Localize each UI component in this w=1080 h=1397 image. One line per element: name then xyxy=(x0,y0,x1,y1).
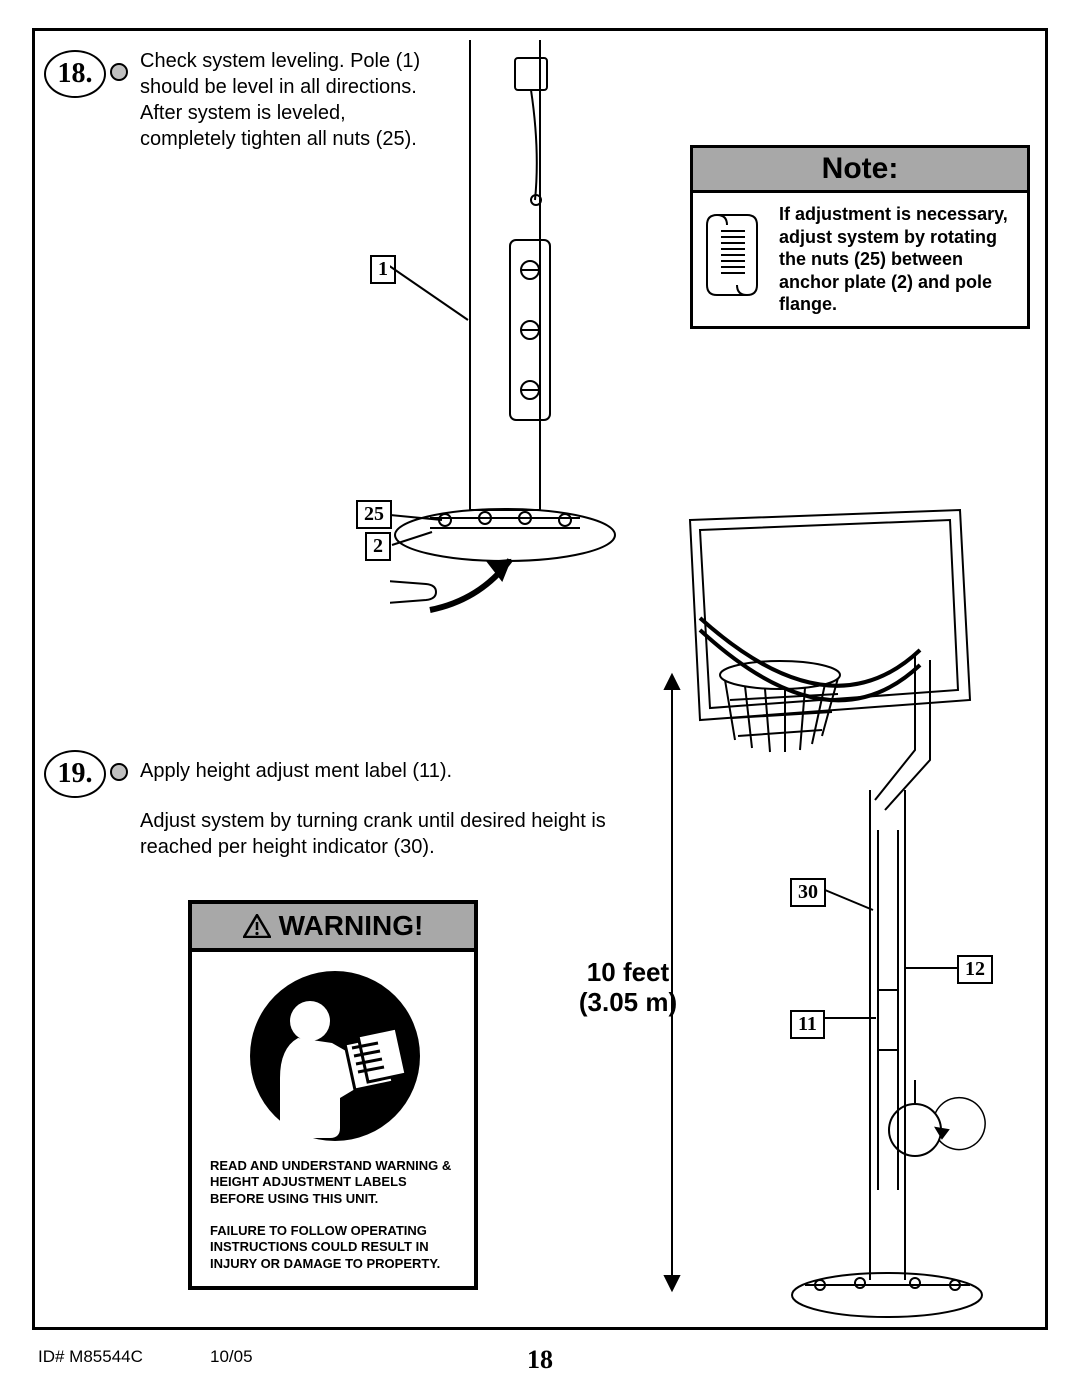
step-18-number: 18. xyxy=(58,58,93,90)
warning-header: WARNING! xyxy=(192,904,474,952)
tool-icon xyxy=(110,763,128,781)
callout-30: 30 xyxy=(790,878,826,907)
note-box: Note: If adjustment is necessary, adjust… xyxy=(690,145,1030,329)
step-19-bubble: 19. xyxy=(44,750,106,798)
note-text: If adjustment is necessary, adjust syste… xyxy=(779,203,1015,316)
height-label: 10 feet (3.05 m) xyxy=(568,958,688,1018)
warning-header-text: WARNING! xyxy=(279,910,424,942)
callout-12: 12 xyxy=(957,955,993,984)
reading-person-icon xyxy=(210,966,460,1146)
step-19-text1: Apply height adjust ment label (11). xyxy=(140,758,640,784)
step-19-text2: Adjust system by turning crank until des… xyxy=(140,808,660,860)
callout-25: 25 xyxy=(356,500,392,529)
height-line2: (3.05 m) xyxy=(568,988,688,1018)
step-18-bubble: 18. xyxy=(44,50,106,98)
note-header: Note: xyxy=(693,148,1027,193)
callout-11: 11 xyxy=(790,1010,825,1039)
warning-box: WARNING! READ AND UNDERSTAND WARNING & H… xyxy=(188,900,478,1290)
height-line1: 10 feet xyxy=(568,958,688,988)
hoop-system-diagram xyxy=(660,490,1040,1330)
pole-base-diagram xyxy=(390,40,670,640)
callout-2: 2 xyxy=(365,532,391,561)
step-19-number: 19. xyxy=(58,758,93,790)
scroll-icon xyxy=(705,203,765,303)
step-18-text: Check system leveling. Pole (1) should b… xyxy=(140,48,425,152)
footer-page: 18 xyxy=(0,1345,1080,1375)
tool-icon xyxy=(110,63,128,81)
warning-triangle-icon xyxy=(243,914,271,938)
warning-text: READ AND UNDERSTAND WARNING & HEIGHT ADJ… xyxy=(192,1152,474,1286)
